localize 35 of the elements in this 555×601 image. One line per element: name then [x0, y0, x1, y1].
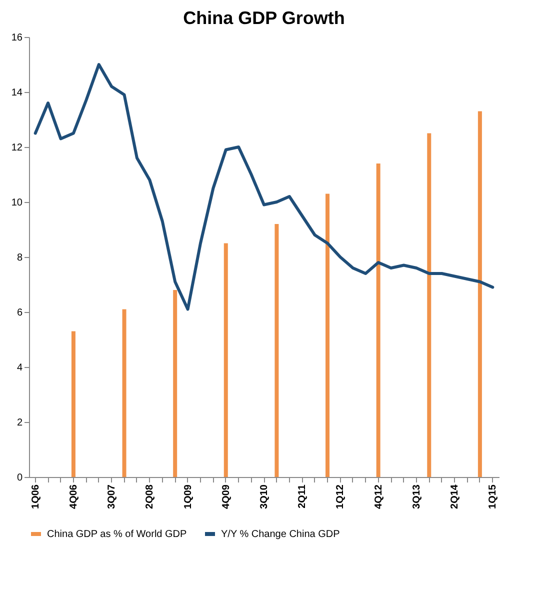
- bar: [173, 290, 178, 477]
- x-tick-label: 3Q13: [411, 484, 422, 509]
- bar: [427, 133, 432, 477]
- bar: [326, 194, 330, 477]
- x-tick-label: 4Q06: [68, 484, 80, 509]
- legend-label: China GDP as % of World GDP: [47, 529, 188, 540]
- bar: [122, 309, 126, 477]
- x-tick-label: 1Q09: [182, 484, 194, 509]
- x-tick-label: 2Q14: [450, 484, 461, 509]
- y-tick-label: 0: [16, 472, 23, 484]
- x-tick-label: 2Q11: [297, 484, 308, 508]
- legend-label: Y/Y % Change China GDP: [221, 529, 340, 540]
- x-tick-label: 1Q06: [30, 484, 42, 509]
- y-tick-label: 2: [16, 418, 23, 428]
- bar: [224, 243, 228, 477]
- x-tick-label: 3Q10: [259, 484, 270, 509]
- y-tick-label: 12: [11, 142, 23, 154]
- chart-title: China GDP Growth: [183, 8, 345, 28]
- y-tick-label: 14: [11, 88, 23, 98]
- line-series: [34, 63, 494, 311]
- x-tick-label: 1Q12: [335, 484, 346, 509]
- bar: [71, 331, 76, 477]
- x-tick-label: 3Q07: [106, 484, 118, 509]
- x-tick-label: 4Q12: [373, 484, 384, 509]
- bar: [376, 164, 380, 477]
- bar: [478, 111, 482, 477]
- y-tick-label: 4: [16, 362, 23, 374]
- y-tick-label: 10: [11, 198, 23, 208]
- x-tick-label: 2Q08: [144, 484, 156, 509]
- x-tick-label: 4Q09: [220, 484, 232, 509]
- bar: [274, 224, 279, 477]
- y-tick-label: 8: [16, 252, 23, 264]
- x-tick-label: 1Q15: [488, 484, 499, 509]
- y-tick-label: 16: [11, 32, 23, 44]
- y-tick-label: 6: [16, 308, 23, 318]
